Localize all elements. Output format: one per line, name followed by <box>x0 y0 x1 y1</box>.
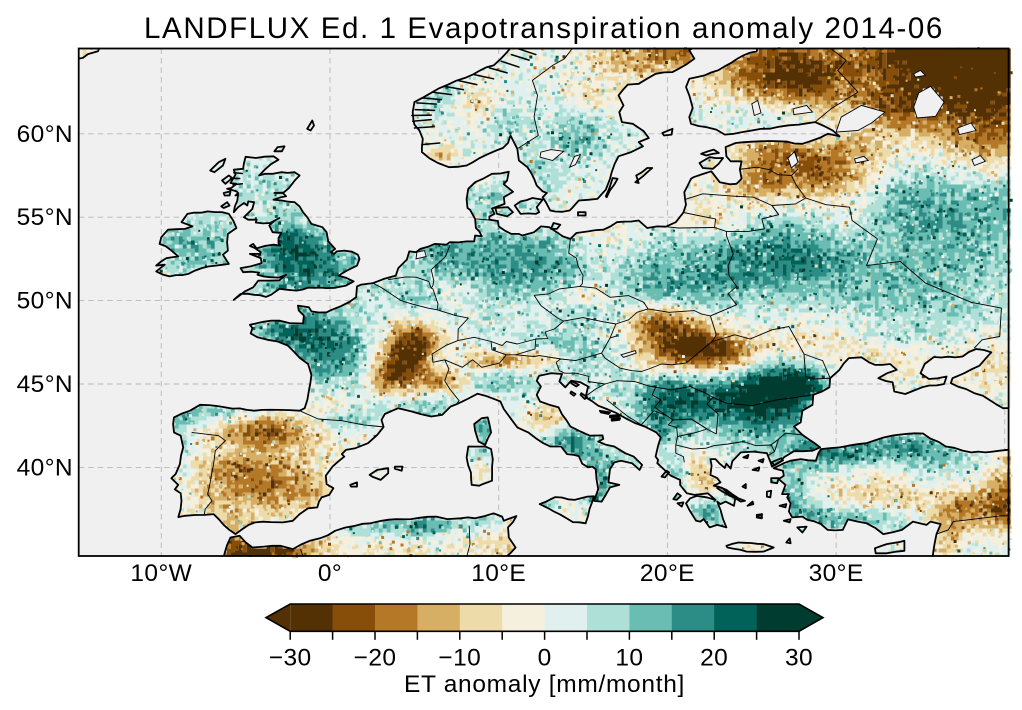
svg-text:10: 10 <box>615 645 643 672</box>
svg-text:50°N: 50°N <box>17 288 73 315</box>
svg-text:20: 20 <box>700 645 728 672</box>
svg-text:20°E: 20°E <box>640 560 695 587</box>
svg-text:0°: 0° <box>318 560 342 587</box>
svg-text:55°N: 55°N <box>17 204 73 231</box>
svg-text:10°E: 10°E <box>471 560 526 587</box>
svg-text:10°W: 10°W <box>130 560 192 587</box>
svg-text:30: 30 <box>785 645 813 672</box>
svg-text:30°E: 30°E <box>809 560 864 587</box>
svg-text:40°N: 40°N <box>17 454 73 481</box>
svg-text:60°N: 60°N <box>17 121 73 148</box>
svg-text:ET anomaly [mm/month]: ET anomaly [mm/month] <box>404 671 685 698</box>
svg-text:LANDFLUX Ed. 1 Evapotranspirat: LANDFLUX Ed. 1 Evapotranspiration anomal… <box>144 12 944 45</box>
svg-text:45°N: 45°N <box>17 371 73 398</box>
svg-text:−20: −20 <box>354 645 397 672</box>
svg-text:0: 0 <box>538 645 552 672</box>
svg-text:−30: −30 <box>269 645 312 672</box>
svg-text:−10: −10 <box>438 645 481 672</box>
